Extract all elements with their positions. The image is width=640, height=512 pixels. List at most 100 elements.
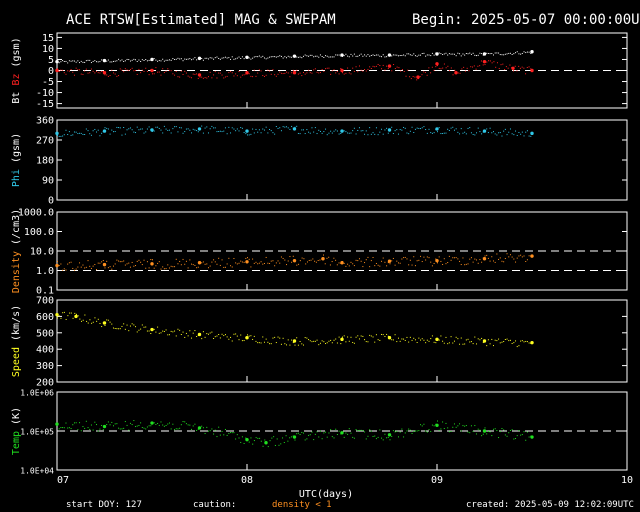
data-sample [65,269,67,271]
data-sample [343,73,345,75]
data-sample [352,130,354,132]
data-sample [381,333,383,335]
data-sample [99,72,101,74]
data-sample [143,132,145,134]
data-sample [102,429,104,431]
data-sample [314,55,316,57]
data-sample [63,72,65,74]
data-sample [275,262,277,264]
data-sample [267,341,269,343]
data-sample [297,132,299,134]
data-sample [504,434,506,436]
data-sample [482,433,484,435]
y-tick-label: -5 [42,77,54,88]
data-sample [260,132,262,134]
data-sample [270,56,272,58]
data-sample [336,264,338,266]
data-sample [340,433,342,435]
data-sample [413,430,415,432]
data-sample [394,264,396,266]
data-sample [272,337,274,339]
data-sample [391,70,393,72]
data-sample [331,56,333,58]
data-sample [146,71,148,73]
data-sample [99,322,101,324]
data-sample [219,72,221,74]
data-sample [240,127,242,129]
data-sample [175,71,177,73]
data-sample [163,125,165,127]
data-sample [353,437,355,439]
data-sample [153,73,155,75]
data-sample [340,68,342,70]
data-sample [508,340,510,342]
data-sample [77,133,79,135]
data-sample [291,125,293,127]
data-sample [430,72,432,74]
data-sample [392,257,394,259]
data-sample [353,342,355,344]
data-sample [526,51,528,53]
data-sample [506,338,508,340]
data-sample [326,55,328,57]
data-sample [477,65,479,67]
data-sample [323,254,324,256]
data-sample [257,56,259,58]
data-sample [131,59,133,61]
data-sample [213,259,215,261]
data-sample [85,128,87,130]
data-sample [187,128,189,130]
data-sample [106,74,108,76]
data-sample [379,131,381,133]
data-sample [148,425,150,427]
data-sample [296,56,298,58]
data-sample [486,254,488,256]
data-sample [265,58,267,60]
data-sample [494,52,496,54]
data-sample [370,430,372,432]
data-sample [397,55,399,57]
data-sample [489,127,491,129]
data-sample [67,62,69,64]
data-sample [271,437,273,439]
data-sample [399,340,401,342]
data-sample [185,260,187,262]
data-sample [340,262,342,264]
data-sample [292,255,294,257]
data-sample [526,431,528,433]
data-sample [392,133,394,135]
data-sample [445,52,447,54]
data-sample [528,255,530,257]
data-sample [182,331,184,333]
data-sample [160,129,162,131]
data-sample [509,339,511,341]
data-sample [153,267,155,269]
data-sample [470,66,472,68]
data-sample [72,267,74,269]
data-sample [513,438,515,440]
data-sample [267,69,269,71]
data-sample [121,69,123,71]
data-sample [94,128,96,130]
data-sample [240,441,242,443]
data-sample [87,427,89,429]
data-sample [309,340,311,342]
data-sample [250,266,252,268]
data-sample [488,60,490,62]
data-sample [104,74,106,76]
data-sample [523,255,525,257]
data-sample [499,342,501,344]
data-sample [411,432,413,434]
data-sample [499,54,501,56]
data-sample [60,427,62,429]
data-sample [245,257,247,259]
data-sample [453,53,455,55]
data-sample [230,132,232,134]
data-sample [289,437,291,439]
data-sample [382,133,384,135]
data-sample [175,335,177,337]
data-sample [484,64,486,66]
data-sample [301,257,303,259]
data-sample [515,438,517,440]
